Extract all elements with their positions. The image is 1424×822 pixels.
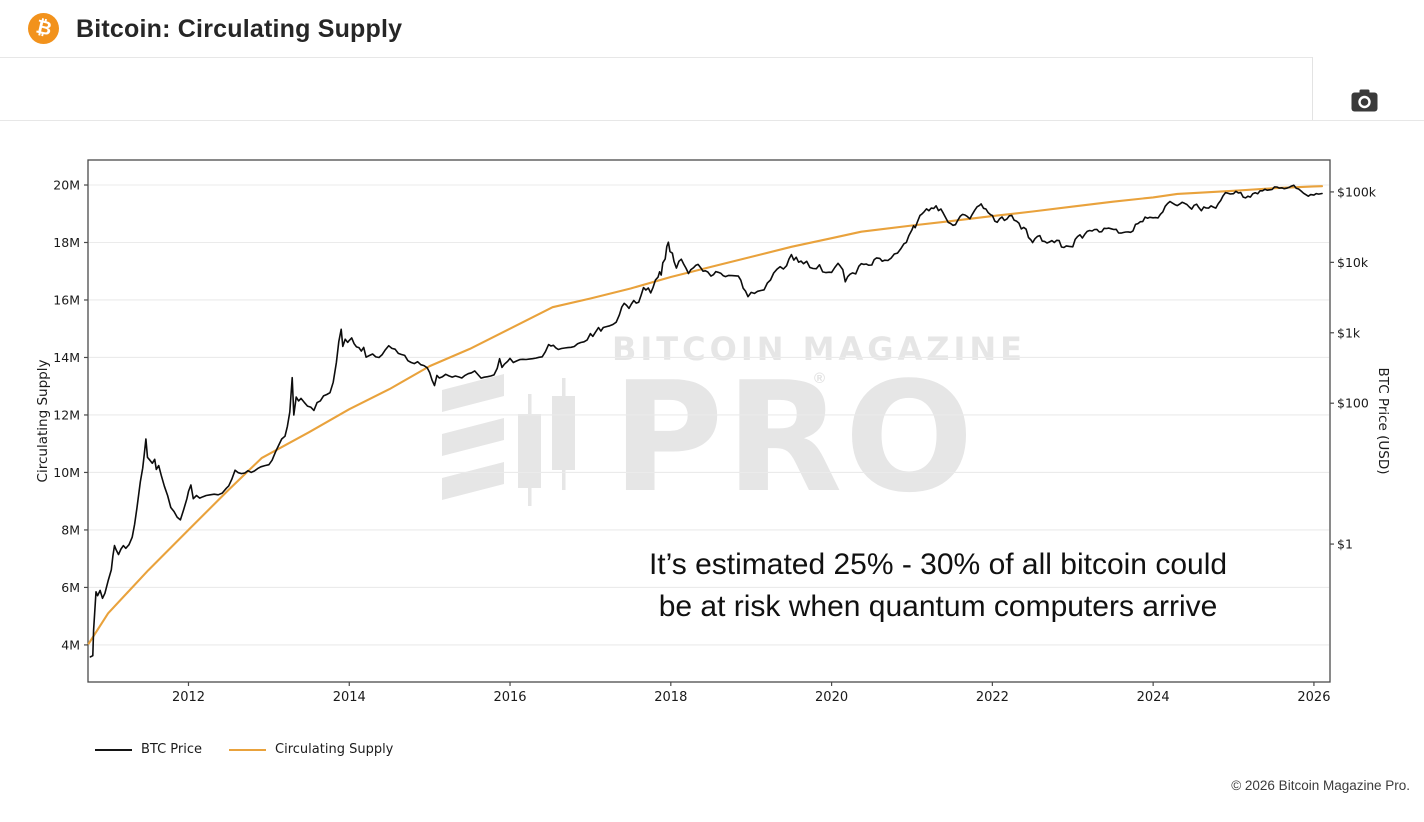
chart-legend: BTC Price Circulating Supply (95, 742, 393, 757)
watermark-pro: PRO (612, 349, 976, 526)
right-axis-tick-label: $100 (1337, 396, 1369, 411)
left-axis-tick-label: 14M (53, 350, 80, 365)
annotation-line-1: It’s estimated 25% - 30% of all bitcoin … (648, 548, 1228, 581)
btc-price-line (89, 184, 1323, 658)
x-axis-tick-label: 2022 (976, 690, 1009, 705)
watermark-wordmark: BITCOIN MAGAZINE (612, 330, 1027, 368)
toolbar-bottom-divider (0, 120, 1424, 121)
left-axis-tick-label: 18M (53, 235, 80, 250)
right-axis-tick-label: $100k (1337, 184, 1377, 199)
btc-price-line-swatch (95, 748, 132, 751)
x-axis-tick-label: 2024 (1137, 690, 1170, 705)
registered-trademark-symbol: ® (814, 370, 826, 387)
chart-toolbar (0, 58, 1424, 120)
left-axis-tick-label: 8M (61, 522, 80, 537)
left-axis-tick-label: 12M (53, 407, 80, 422)
toolbar-divider (1312, 57, 1313, 120)
bitcoin-magazine-pro-watermark: BITCOIN MAGAZINE PRO ® (436, 330, 1022, 513)
x-axis-tick-label: 2018 (654, 690, 687, 705)
page-title: Bitcoin: Circulating Supply (76, 15, 403, 43)
copyright-notice: © 2026 Bitcoin Magazine Pro. (1231, 778, 1410, 793)
annotation-line-2: be at risk when quantum computers arrive (658, 590, 1218, 623)
x-axis-tick-label: 2026 (1297, 690, 1330, 705)
header-divider (0, 57, 1312, 58)
legend-item-btc-price: BTC Price (95, 742, 202, 757)
x-axis-tick-label: 2012 (172, 690, 205, 705)
right-axis-tick-label: $10k (1337, 255, 1369, 270)
left-axis-tick-label: 10M (53, 465, 80, 480)
x-axis-tick-label: 2016 (493, 690, 526, 705)
left-axis-tick-label: 16M (53, 292, 80, 307)
legend-item-circulating-supply: Circulating Supply (229, 742, 393, 757)
right-axis-title: BTC Price (USD) (1375, 367, 1391, 474)
camera-icon (1351, 89, 1377, 111)
right-axis-tick-label: $1 (1337, 537, 1353, 552)
screenshot-button[interactable] (1340, 84, 1388, 116)
plot-border (87, 159, 1331, 683)
quantum-risk-annotation: It’s estimated 25% - 30% of all bitcoin … (649, 544, 1227, 628)
circulating-supply-line-swatch (229, 748, 267, 751)
page-header: ₿ Bitcoin: Circulating Supply (0, 0, 1424, 57)
legend-label: Circulating Supply (275, 742, 394, 757)
x-axis-tick-label: 2020 (815, 690, 848, 705)
legend-label: BTC Price (141, 742, 203, 757)
bitcoin-logo-icon: ₿ (28, 13, 59, 44)
right-axis-tick-label: $1k (1337, 325, 1361, 340)
bitcoin-magazine-pro-logo (442, 374, 575, 506)
left-axis-tick-label: 20M (53, 178, 80, 193)
circulating-supply-line (87, 185, 1324, 645)
x-axis-tick-label: 2014 (333, 690, 366, 705)
left-axis-title: Circulating Supply (35, 360, 51, 483)
left-axis-tick-label: 6M (61, 580, 80, 595)
left-axis-tick-label: 4M (61, 637, 80, 652)
